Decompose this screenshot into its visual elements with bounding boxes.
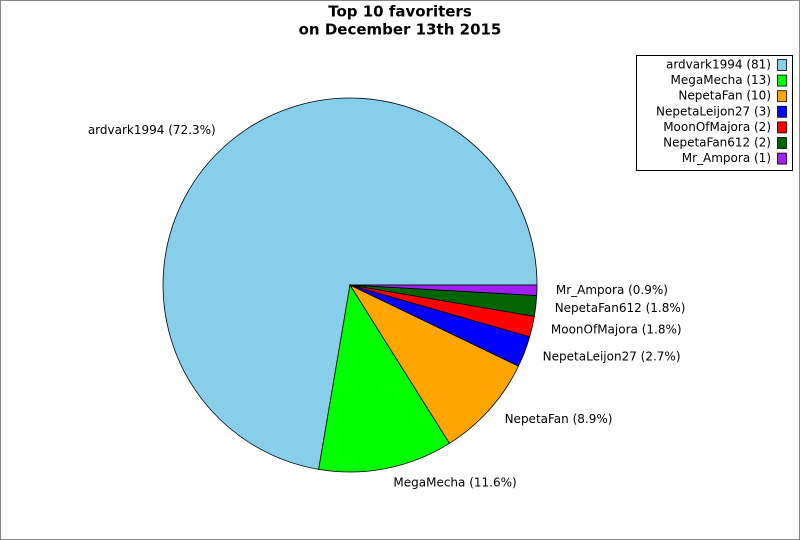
- slice-label: MoonOfMajora (1.8%): [551, 322, 682, 336]
- legend-label: NepetaLeijon27 (3): [656, 104, 771, 118]
- slice-label: NepetaLeijon27 (2.7%): [543, 350, 681, 364]
- legend-label: Mr_Ampora (1): [682, 151, 771, 165]
- pie-slice: [162, 97, 538, 470]
- slice-label: NepetaFan (8.9%): [505, 412, 613, 426]
- chart-title: Top 10 favoriters: [328, 3, 472, 21]
- legend-label: NepetaFan612 (2): [663, 136, 771, 150]
- legend-label: MoonOfMajora (2): [663, 120, 771, 134]
- legend-swatch: [777, 137, 787, 149]
- pie-slice: [348, 284, 520, 444]
- legend-swatch: [777, 74, 787, 87]
- pie-slice: [349, 284, 538, 296]
- legend-swatch: [777, 152, 787, 165]
- legend-swatch: [777, 59, 787, 71]
- legend-swatch: [777, 90, 787, 103]
- slice-label: ardvark1994 (72.3%): [88, 123, 216, 137]
- legend-swatch: [777, 121, 787, 134]
- slice-label: Mr_Ampora (0.9%): [556, 283, 668, 297]
- legend-label: ardvark1994 (81): [666, 58, 771, 72]
- slice-label: NepetaFan612 (1.8%): [555, 301, 686, 315]
- pie-slice: [318, 283, 451, 473]
- legend-box: [636, 55, 793, 171]
- legend-swatch: [777, 105, 787, 118]
- legend-label: MegaMecha (13): [671, 73, 771, 87]
- legend-label: NepetaFan (10): [678, 89, 771, 103]
- slice-label: MegaMecha (11.6%): [393, 476, 516, 490]
- chart-title: on December 13th 2015: [299, 21, 502, 39]
